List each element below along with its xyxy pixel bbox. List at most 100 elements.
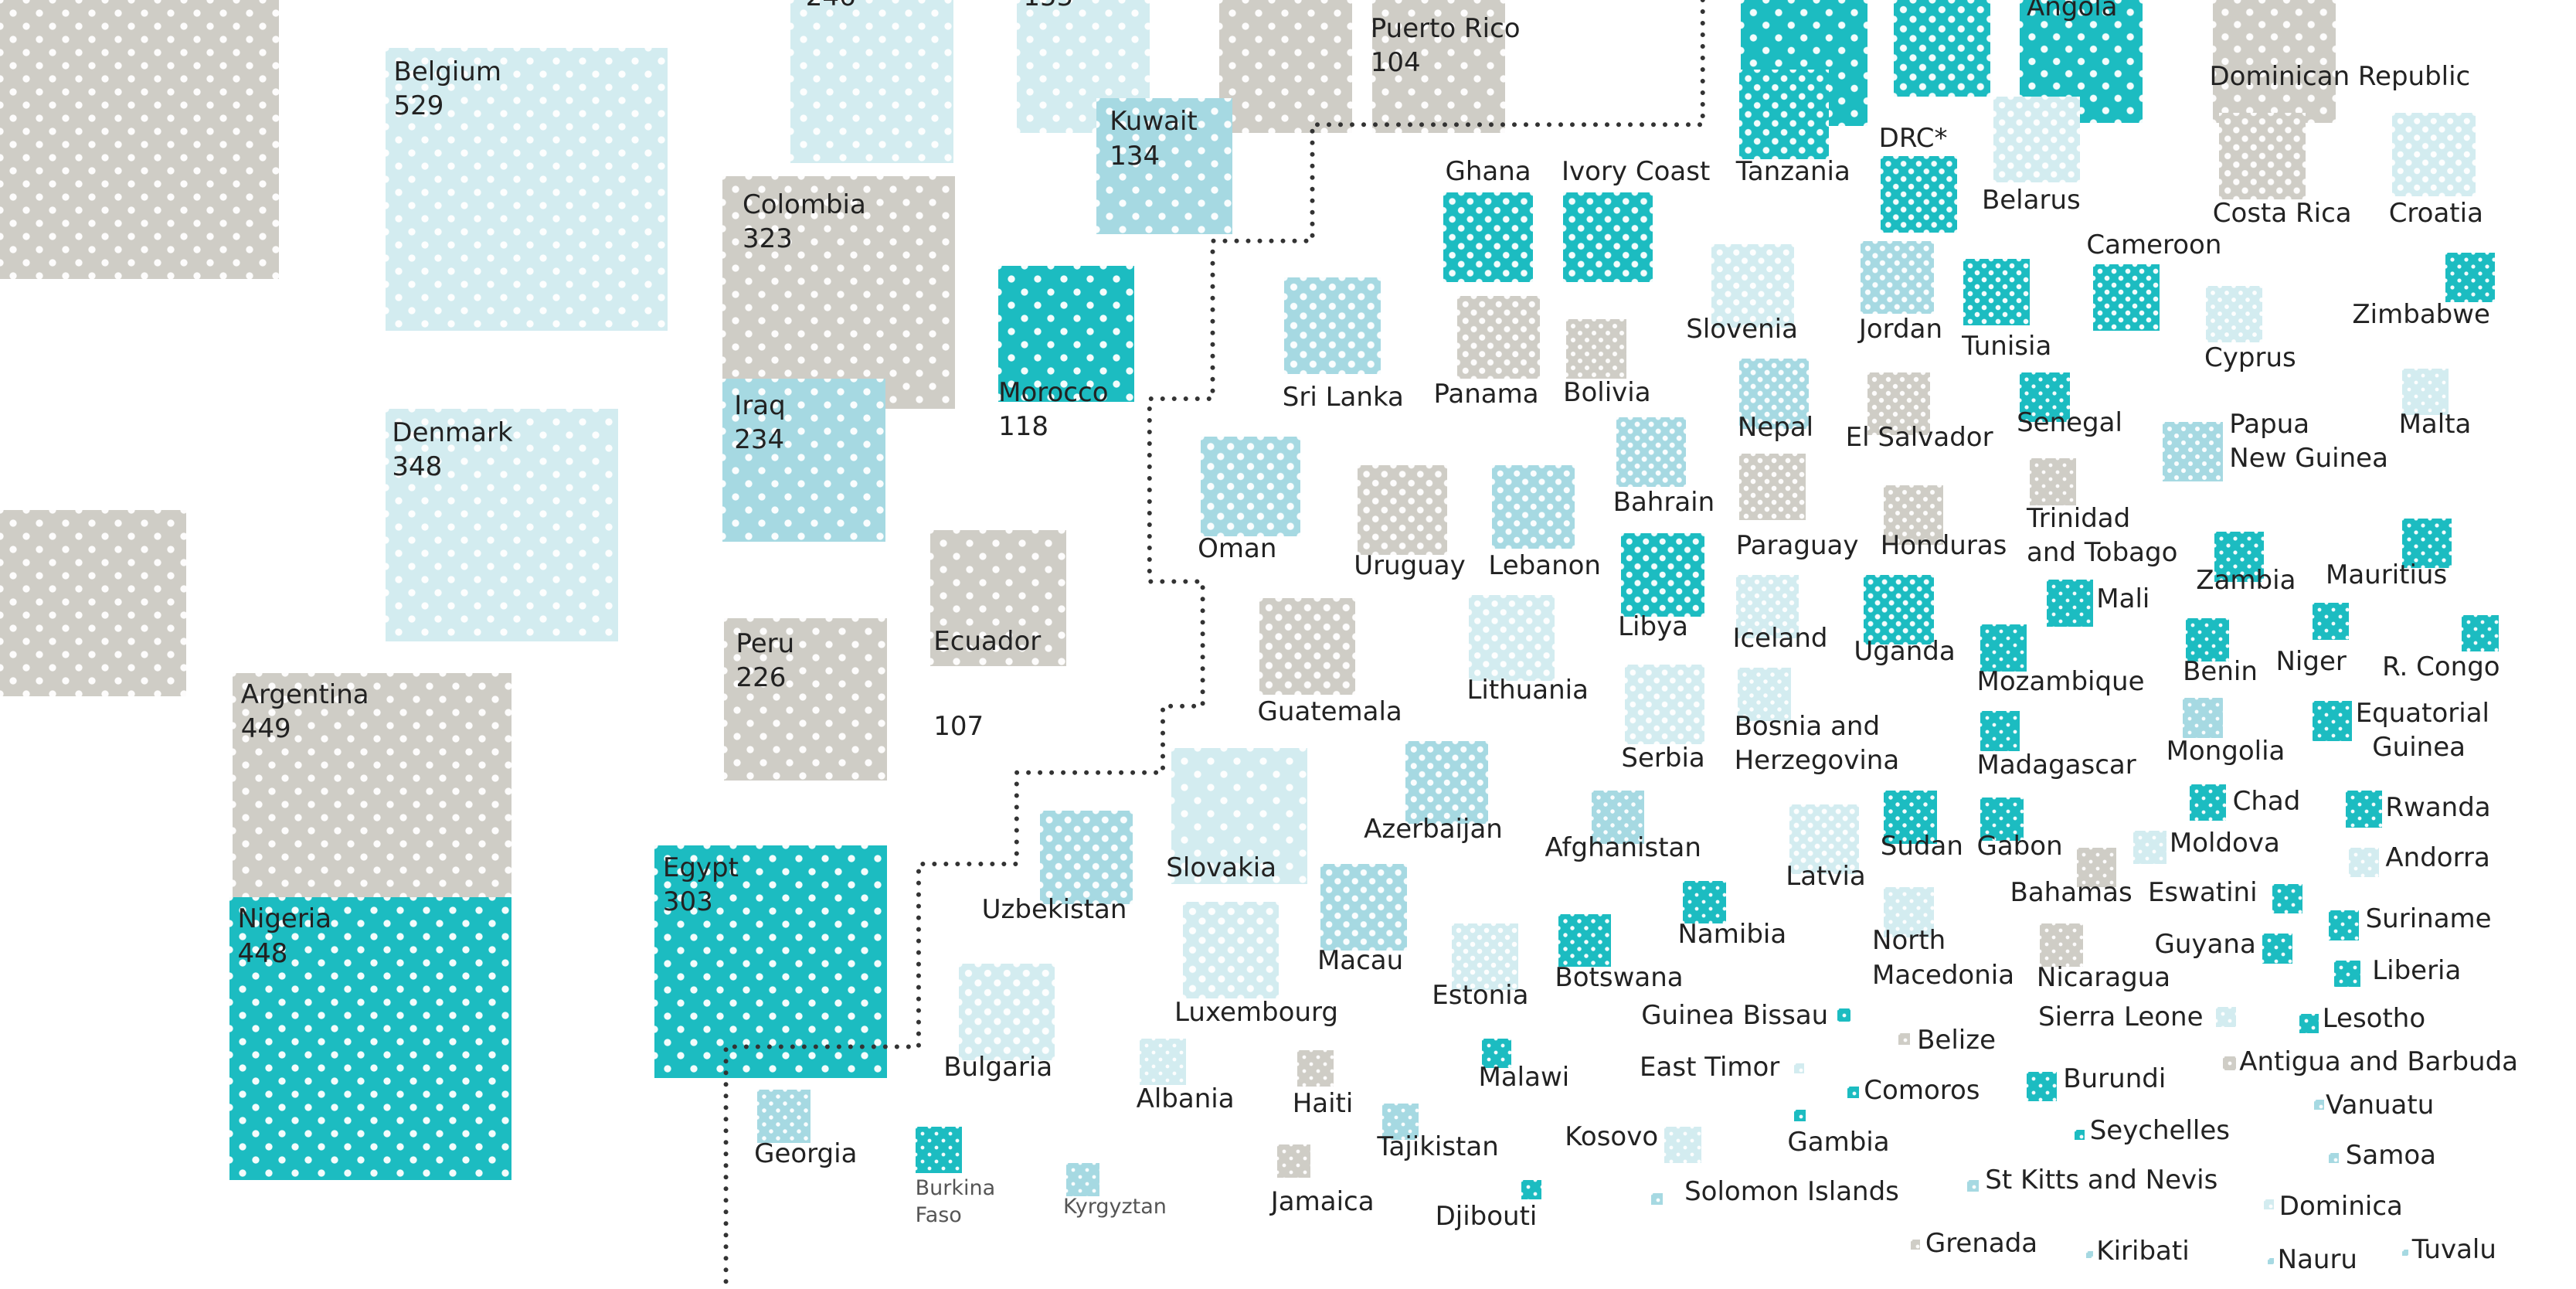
label-value: 104 [1370,47,1421,79]
label-lithuania: Lithuania [1466,673,1588,707]
label-kiribati: Kiribati [2096,1234,2189,1268]
label-ivory-coast: Ivory Coast [1562,155,1710,189]
label-guatemala: Guatemala [1258,695,1402,729]
square-jordan [1861,240,1934,315]
label-guyana: Guyana [2155,927,2256,961]
label-name: Oman [1198,533,1277,564]
square-grenada [1910,1239,1921,1250]
square-slovenia [1711,244,1794,328]
label-name: Luxembourg [1174,996,1338,1028]
square-senegal [2020,372,2070,423]
label-name: Mozambique [1976,666,2145,697]
label-equatorial-guinea: Equatorial Guinea [2356,696,2489,764]
label-malawi: Malawi [1479,1060,1570,1094]
square-st-kitts-and-nevis [1966,1179,1979,1192]
label-name: Benin [2183,656,2258,688]
label-luxembourg: Luxembourg [1174,995,1338,1029]
label-seychelles: Seychelles [2090,1114,2230,1148]
label-name: Jordan [1858,314,1943,345]
label-madagascar: Madagascar [1977,748,2136,782]
label-liberia: Liberia [2372,954,2461,988]
label-name: Albania [1136,1083,1235,1114]
square-azerbaijan [1405,740,1489,825]
label-rwanda: Rwanda [2385,791,2490,825]
label-name: Lesotho [2322,1003,2426,1035]
label-guinea-bissau: Guinea Bissau [1641,998,1828,1032]
label-samoa: Samoa [2346,1138,2436,1172]
square-cameroon [2093,264,2160,331]
square-uzbekistan [1039,811,1133,904]
label-name: Mali [2096,583,2150,614]
square-kosovo [1664,1126,1701,1163]
label-bolivia: Bolivia [1563,376,1650,410]
label-name: Botswana [1555,961,1684,993]
label-value: 246 [806,0,856,14]
square-burkina-faso [915,1126,962,1173]
label-name: Ghana [1445,155,1531,187]
label-burundi: Burundi [2063,1062,2166,1096]
label-benin: Benin [2183,655,2258,689]
square-uruguay [1357,465,1447,556]
label-colombia: Colombia 323 [743,188,866,256]
square-albania [1139,1038,1187,1085]
square-rwanda [2345,791,2383,828]
label-burkina-faso: Burkina Faso [916,1175,996,1229]
label-name: Belize [1917,1025,1996,1056]
label-belize: Belize [1917,1023,1996,1057]
square-niger [2312,603,2350,640]
label-name: Andorra [2385,842,2490,873]
label-libya: Libya [1618,610,1688,644]
label-name: Kyrgyztan [1063,1194,1167,1219]
label-name: Djibouti [1435,1201,1538,1233]
square-eswatini [2272,883,2302,914]
square-unlabeled [790,0,954,163]
square-bahamas [2076,847,2117,888]
label-slovenia: Slovenia [1686,312,1798,346]
label-name: Equatorial Guinea [2355,697,2489,764]
label-name: Slovenia [1686,314,1798,345]
label-name: Panama [1433,379,1539,410]
label-latvia: Latvia [1786,859,1866,893]
label-name: Papua New Guinea [2229,408,2388,474]
label-name: Tunisia [1962,330,2052,362]
label-suriname: Suriname [2366,902,2492,936]
label-nigeria: Nigeria 448 [237,902,331,970]
label-zimbabwe: Zimbabwe [2352,298,2490,332]
label-name: Kuwait [1110,106,1198,138]
label-name: Namibia [1677,918,1787,950]
label-moldova: Moldova [2170,826,2280,860]
label-name: Senegal [2017,406,2122,438]
square-benin [2186,617,2230,662]
square-kiribati [2086,1250,2093,1258]
label-mauritius: Mauritius [2326,558,2447,592]
square-nepal [1739,359,1810,429]
square-suriname [2329,910,2359,940]
label-name: Colombia [743,189,866,220]
label-north-macedonia: North Macedonia [1872,923,2014,991]
label-name: Bolivia [1563,376,1651,408]
square-jamaica [1277,1144,1311,1178]
label-namibia: Namibia [1678,917,1787,951]
label-denmark: Denmark 348 [392,416,512,484]
label-r-congo: R. Congo [2382,650,2500,684]
label-name: R. Congo [2382,651,2500,682]
label-name: Madagascar [1976,749,2136,781]
square-sri-lanka [1283,277,1381,374]
label-paraguay: Paraguay [1736,529,1859,563]
label-zambia: Zambia [2196,563,2296,597]
label-name: Serbia [1621,742,1705,774]
label-tanzania: Tanzania [1736,155,1850,189]
label-value: 303 [662,886,713,917]
square-gabon [1980,798,2024,841]
label-lebanon: Lebanon [1488,549,1601,583]
label-serbia: Serbia [1621,741,1704,775]
label-name: Burundi [2063,1063,2166,1094]
label-name: Zambia [2196,564,2296,596]
label-name: Comoros [1864,1074,1980,1106]
square-tuvalu [2401,1249,2409,1257]
label-botswana: Botswana [1555,961,1683,995]
label-name: Liberia [2372,955,2462,987]
square-macau [1320,864,1408,951]
label-name: Cameroon [2086,229,2222,260]
label-iceland: Iceland [1732,621,1827,655]
